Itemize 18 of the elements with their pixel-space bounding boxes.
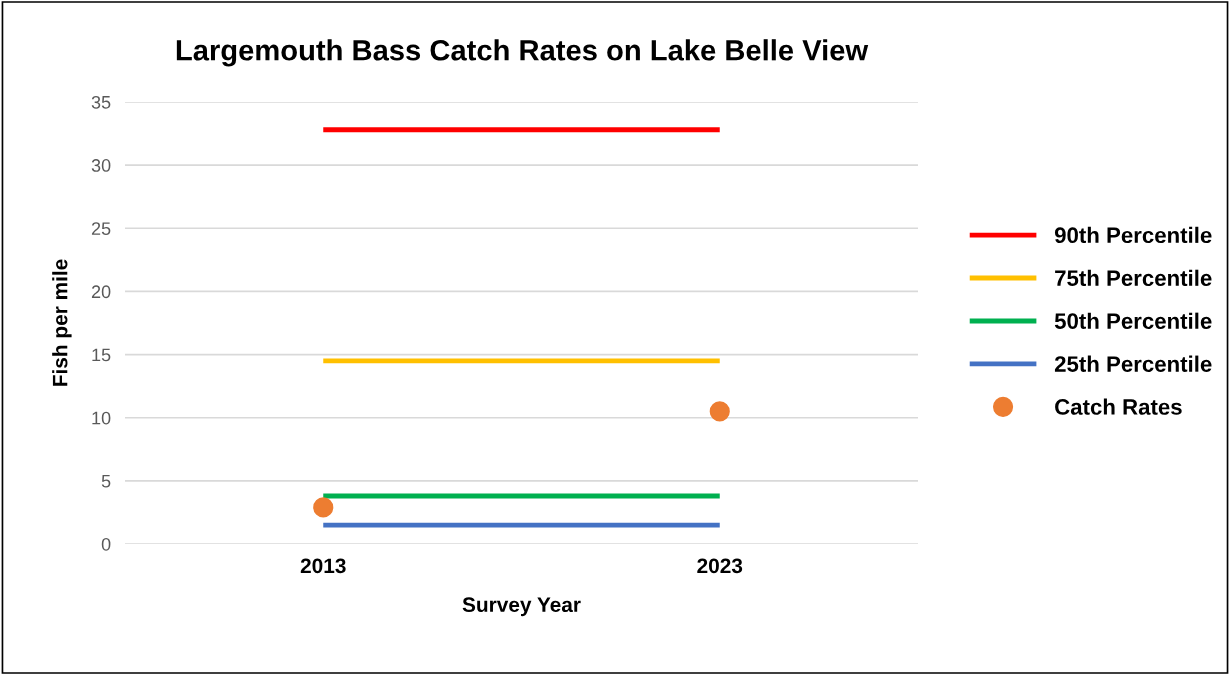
legend-label: 50th Percentile	[1054, 312, 1212, 329]
legend-label: Catch Rates	[1055, 398, 1182, 415]
x-axis-title: Survey Year	[462, 597, 581, 617]
y-tick-label: 10	[92, 411, 111, 425]
x-tick-label: 2013	[300, 558, 346, 574]
legend-label: 90th Percentile	[1054, 226, 1212, 244]
y-tick-label: 20	[91, 285, 111, 299]
y-tick-label: 25	[91, 222, 111, 236]
legend-label: 25th Percentile	[1054, 355, 1212, 372]
y-tick-label: 0	[101, 537, 111, 551]
y-tick-label: 5	[101, 474, 111, 488]
y-tick-label: 35	[91, 95, 111, 109]
chart-title: Largemouth Bass Catch Rates on Lake Belle View	[176, 39, 869, 67]
y-axis-title: Fish per mile	[52, 259, 72, 386]
y-tick-label: 30	[91, 159, 111, 172]
legend-label: 75th Percentile	[1055, 269, 1212, 287]
y-tick-label: 15	[92, 348, 111, 362]
x-tick-label: 2023	[697, 558, 743, 574]
